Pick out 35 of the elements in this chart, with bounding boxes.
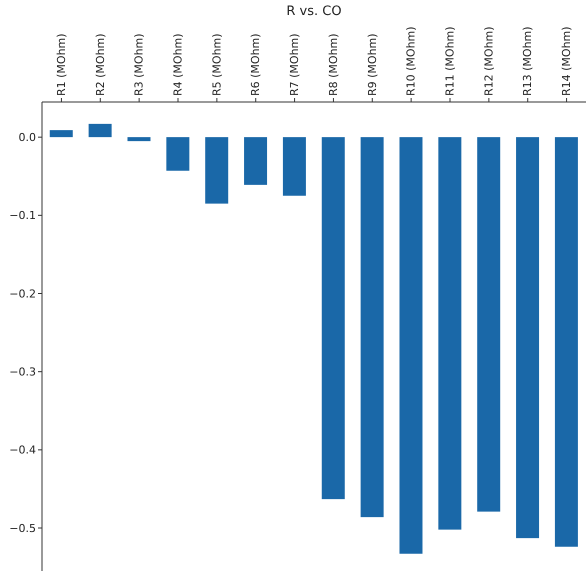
bar	[438, 137, 462, 530]
bar	[399, 137, 422, 554]
y-tick-label: −0.5	[9, 522, 36, 535]
bar	[554, 137, 578, 547]
y-tick-label: −0.1	[9, 209, 36, 222]
bar	[50, 130, 73, 138]
bar	[516, 137, 540, 538]
bar	[360, 137, 384, 518]
bar	[88, 124, 112, 138]
x-tick-label: R4 (MOhm)	[172, 33, 184, 96]
y-tick-label: 0.0	[18, 131, 36, 144]
chart-title: R vs. CO	[285, 4, 343, 19]
y-tick-label: −0.4	[9, 444, 36, 457]
bar	[166, 137, 190, 171]
x-tick-label: R6 (MOhm)	[249, 33, 262, 96]
y-tick-label: −0.3	[9, 366, 36, 379]
bar	[477, 137, 500, 512]
x-tick-label: R9 (MOhm)	[366, 33, 379, 96]
x-tick-label: R11 (MOhm)	[444, 26, 456, 96]
x-tick-label: R2 (MOhm)	[94, 33, 107, 96]
x-tick-label: R13 (MOhm)	[521, 26, 534, 96]
y-tick-label: −0.2	[9, 287, 36, 300]
x-tick-label: R3 (MOhm)	[132, 33, 146, 96]
x-tick-label: R14 (MOhm)	[560, 26, 574, 96]
x-tick-label: R5 (MOhm)	[210, 33, 224, 96]
bar	[127, 137, 150, 142]
x-tick-label: R12 (MOhm)	[482, 26, 496, 96]
bar	[244, 137, 268, 185]
x-tick-label: R7 (MOhm)	[288, 33, 302, 96]
x-tick-label: R1 (MOhm)	[54, 33, 68, 96]
bar	[282, 137, 306, 196]
x-tick-label: R10 (MOhm)	[404, 26, 418, 96]
bar	[322, 137, 345, 500]
bar	[205, 137, 228, 204]
x-tick-label: R8 (MOhm)	[326, 33, 340, 96]
